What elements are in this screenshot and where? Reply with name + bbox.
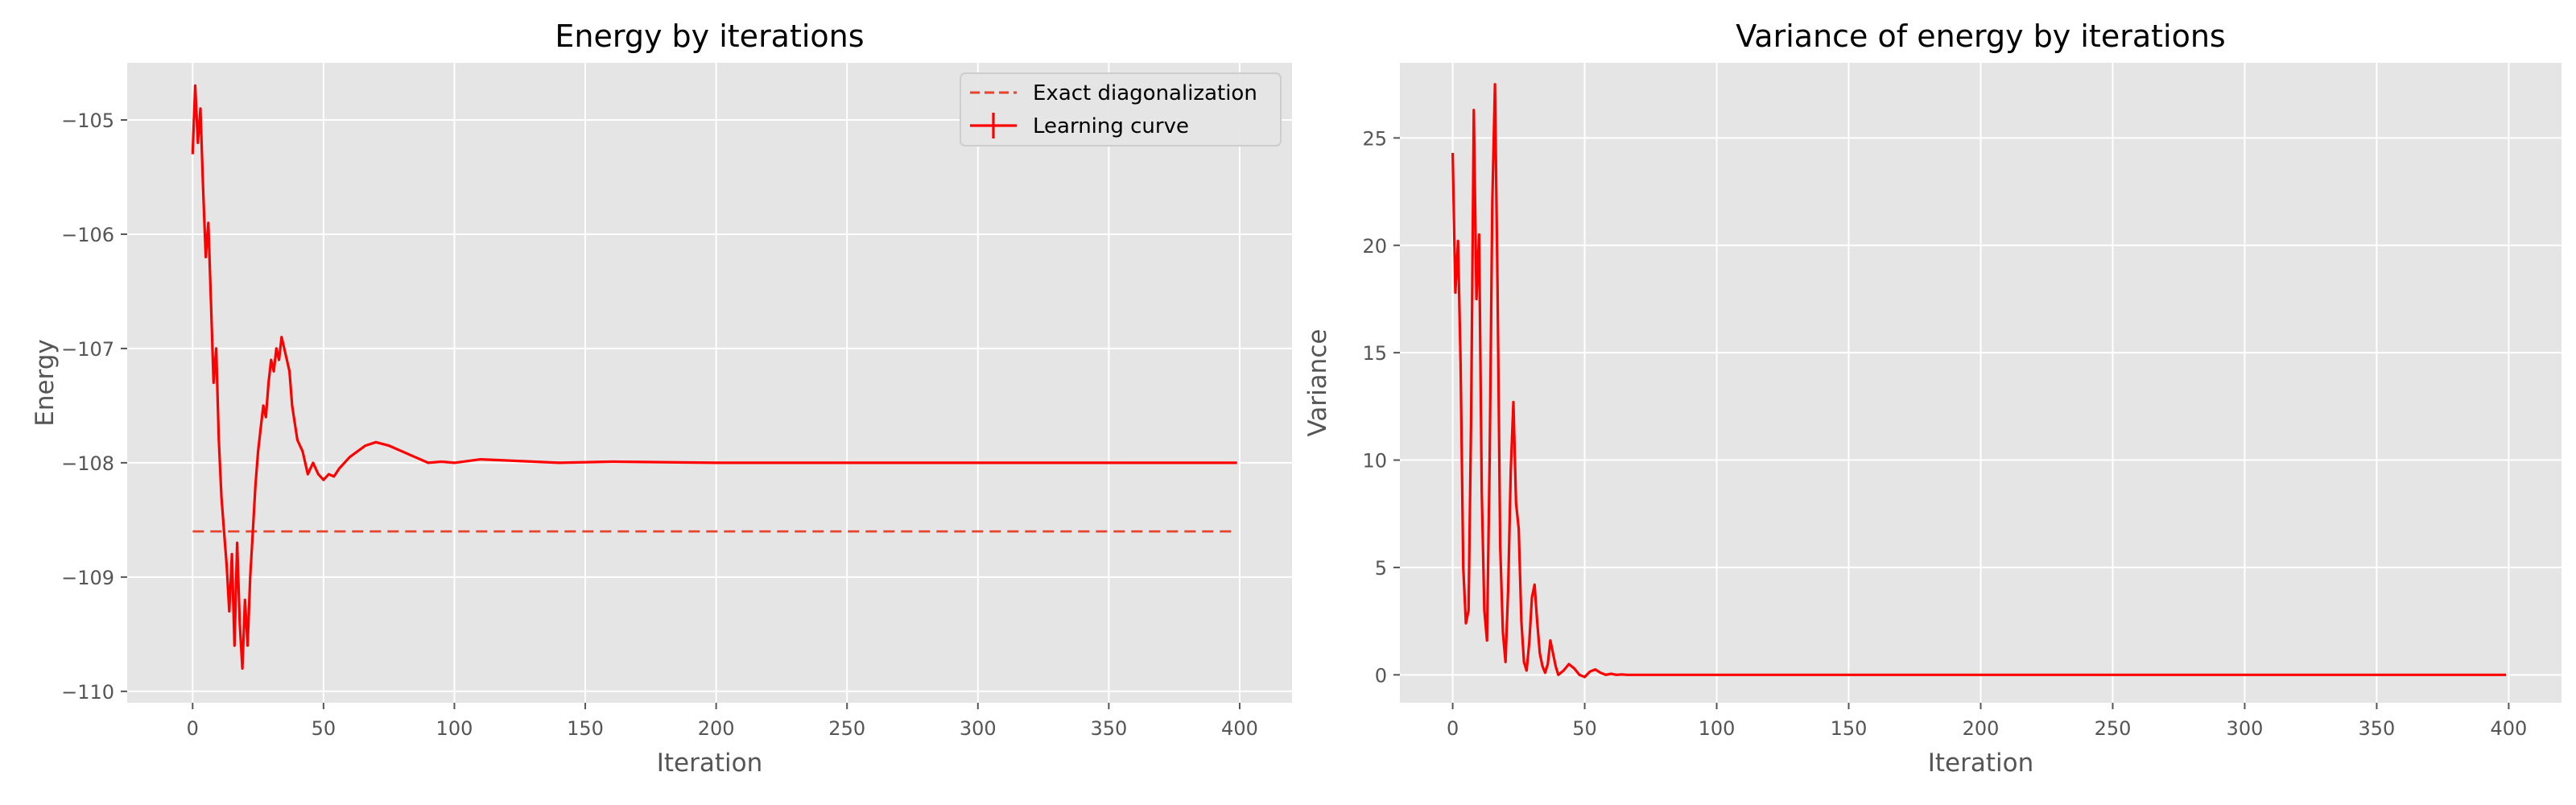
x-tick-label: 300 <box>2227 717 2264 740</box>
y-tick-label: −109 <box>61 567 114 589</box>
series-line-learning-curve <box>191 84 1237 670</box>
x-tick-label: 350 <box>1090 717 1127 740</box>
x-tick-label: 400 <box>1221 717 1258 740</box>
chart-title: Energy by iterations <box>555 19 864 54</box>
x-tick-label: 50 <box>1572 717 1597 740</box>
y-axis-label: Energy <box>31 339 60 427</box>
series-line-variance <box>1451 83 2507 679</box>
y-tick-label: −105 <box>61 109 114 132</box>
x-tick-label: 350 <box>2359 717 2396 740</box>
x-tick-label: 250 <box>2095 717 2132 740</box>
y-axis-label: Variance <box>1303 329 1332 437</box>
x-tick-label: 150 <box>1831 717 1868 740</box>
x-tick-label: 100 <box>1699 717 1736 740</box>
y-tick-label: −110 <box>61 681 114 704</box>
legend-label: Learning curve <box>1033 114 1189 138</box>
x-tick-label: 250 <box>828 717 865 740</box>
x-axis-label: Iteration <box>657 749 763 778</box>
x-tick-label: 150 <box>567 717 604 740</box>
x-tick-label: 50 <box>312 717 336 740</box>
x-tick-label: 0 <box>1447 717 1459 740</box>
legend-box <box>960 72 1282 147</box>
y-tick-label: 25 <box>1362 127 1387 150</box>
x-tick-label: 300 <box>960 717 997 740</box>
x-axis-label: Iteration <box>1928 749 2034 778</box>
y-tick-label: 0 <box>1375 664 1387 687</box>
x-tick-label: 200 <box>698 717 735 740</box>
y-tick-label: 10 <box>1362 450 1387 473</box>
y-tick-label: −108 <box>61 452 114 475</box>
plot-area-1 <box>127 63 1292 703</box>
x-tick-label: 200 <box>1963 717 2000 740</box>
y-tick-label: −106 <box>61 224 114 246</box>
y-tick-label: 5 <box>1375 557 1387 580</box>
x-tick-label: 0 <box>187 717 199 740</box>
legend-label: Exact diagonalization <box>1033 81 1257 105</box>
y-tick-label: −107 <box>61 338 114 361</box>
x-tick-label: 100 <box>436 717 473 740</box>
chart-title: Variance of energy by iterations <box>1736 19 2225 54</box>
y-tick-label: 15 <box>1362 342 1387 365</box>
y-tick-label: 20 <box>1362 235 1387 258</box>
x-tick-label: 400 <box>2491 717 2528 740</box>
